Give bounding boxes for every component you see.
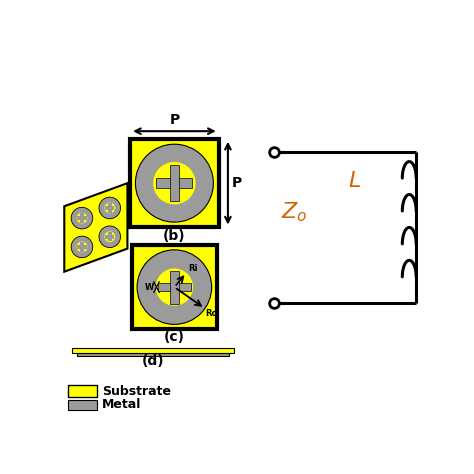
Text: Ri: Ri — [188, 264, 197, 273]
Bar — [130, 139, 219, 228]
Circle shape — [99, 197, 120, 219]
Bar — [77, 353, 229, 356]
Circle shape — [104, 231, 115, 242]
Polygon shape — [64, 183, 128, 272]
Text: (d): (d) — [142, 354, 164, 368]
Circle shape — [99, 226, 120, 247]
Text: Ro: Ro — [206, 309, 218, 318]
Text: Metal: Metal — [102, 399, 141, 411]
Bar — [132, 245, 217, 329]
Bar — [72, 348, 234, 353]
Circle shape — [77, 242, 87, 252]
Circle shape — [136, 144, 213, 222]
Circle shape — [153, 162, 196, 204]
Text: $L$: $L$ — [347, 171, 361, 191]
Text: $Z_o$: $Z_o$ — [281, 200, 307, 224]
Bar — [170, 271, 179, 303]
Circle shape — [77, 213, 87, 224]
Bar — [80, 242, 84, 252]
Circle shape — [137, 250, 212, 324]
Text: P: P — [169, 113, 180, 128]
Bar — [68, 385, 97, 397]
Text: W: W — [145, 283, 154, 292]
Circle shape — [104, 202, 115, 213]
Text: P: P — [232, 176, 242, 190]
Circle shape — [71, 236, 93, 258]
Text: Substrate: Substrate — [102, 384, 171, 398]
Bar — [68, 400, 97, 410]
Bar — [77, 216, 87, 220]
Bar — [108, 232, 112, 241]
Bar — [170, 165, 179, 201]
Bar — [105, 235, 114, 239]
Text: (b): (b) — [163, 229, 186, 243]
Bar — [108, 203, 112, 212]
Bar — [77, 245, 87, 249]
Circle shape — [156, 268, 193, 306]
Bar — [105, 206, 114, 210]
Bar — [158, 283, 191, 292]
Circle shape — [71, 207, 93, 229]
Bar — [80, 213, 84, 223]
Text: (c): (c) — [164, 330, 185, 344]
Bar — [156, 178, 192, 188]
